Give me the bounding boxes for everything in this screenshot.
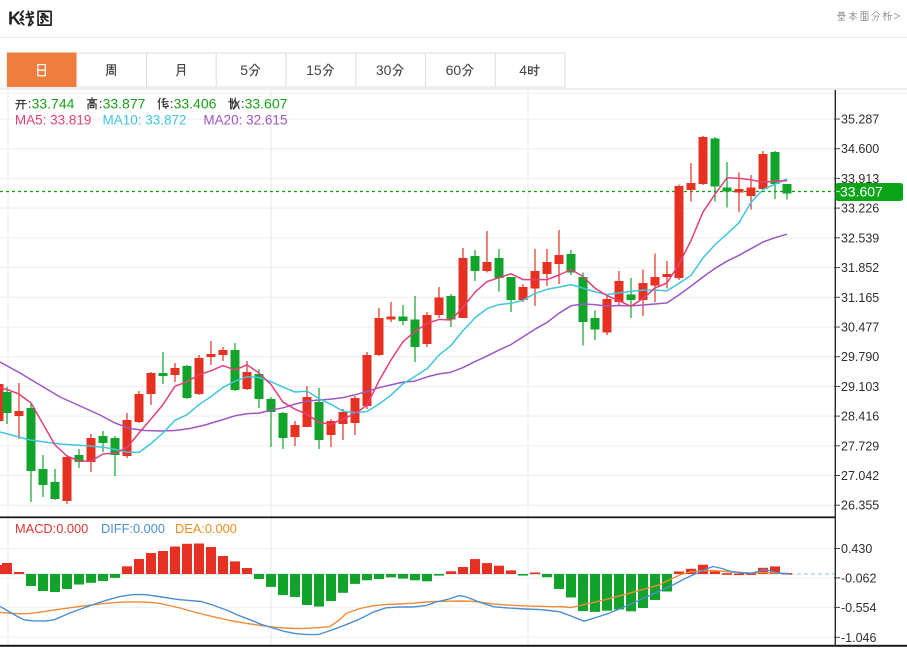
svg-text:MA5: 33.819: MA5: 33.819 <box>15 113 92 128</box>
svg-text:33.913: 33.913 <box>841 172 879 186</box>
svg-text:>: > <box>894 11 901 23</box>
svg-text:MA20: 32.615: MA20: 32.615 <box>203 113 287 128</box>
svg-text:33.607: 33.607 <box>840 184 883 200</box>
svg-text::: : <box>170 96 174 111</box>
svg-text:4: 4 <box>519 62 527 78</box>
svg-text:33.406: 33.406 <box>174 96 217 112</box>
svg-text:MA10: 33.872: MA10: 33.872 <box>103 113 187 128</box>
svg-text:DEA:0.000: DEA:0.000 <box>175 521 237 536</box>
svg-text:31.852: 31.852 <box>841 261 879 275</box>
svg-text:33.607: 33.607 <box>245 96 288 112</box>
svg-text:35.287: 35.287 <box>841 113 879 127</box>
svg-text:30.477: 30.477 <box>841 321 879 335</box>
svg-text:26.355: 26.355 <box>841 499 879 513</box>
svg-text:31.165: 31.165 <box>841 291 879 305</box>
svg-text:28.416: 28.416 <box>841 410 879 424</box>
svg-text:33.877: 33.877 <box>103 96 146 112</box>
svg-text:32.539: 32.539 <box>841 231 879 245</box>
svg-text:60: 60 <box>446 62 462 78</box>
svg-text:-0.554: -0.554 <box>841 601 876 615</box>
svg-text::: : <box>99 96 103 111</box>
svg-text::: : <box>241 96 245 111</box>
svg-text:33.226: 33.226 <box>841 202 879 216</box>
svg-text:15: 15 <box>306 62 322 78</box>
svg-text:DIFF:0.000: DIFF:0.000 <box>101 521 165 536</box>
svg-text:34.600: 34.600 <box>841 142 879 156</box>
svg-text:30: 30 <box>376 62 392 78</box>
svg-text:29.790: 29.790 <box>841 350 879 364</box>
svg-text:MACD:0.000: MACD:0.000 <box>15 521 88 536</box>
svg-text:5: 5 <box>240 62 248 78</box>
svg-text:-0.062: -0.062 <box>841 571 876 585</box>
svg-text::: : <box>28 96 32 111</box>
svg-text:K: K <box>8 9 21 29</box>
svg-text:0.430: 0.430 <box>841 542 872 556</box>
svg-text:27.042: 27.042 <box>841 469 879 483</box>
svg-text:29.103: 29.103 <box>841 380 879 394</box>
svg-text:27.729: 27.729 <box>841 439 879 453</box>
svg-text:-1.046: -1.046 <box>841 631 876 645</box>
svg-text:33.744: 33.744 <box>32 96 75 112</box>
